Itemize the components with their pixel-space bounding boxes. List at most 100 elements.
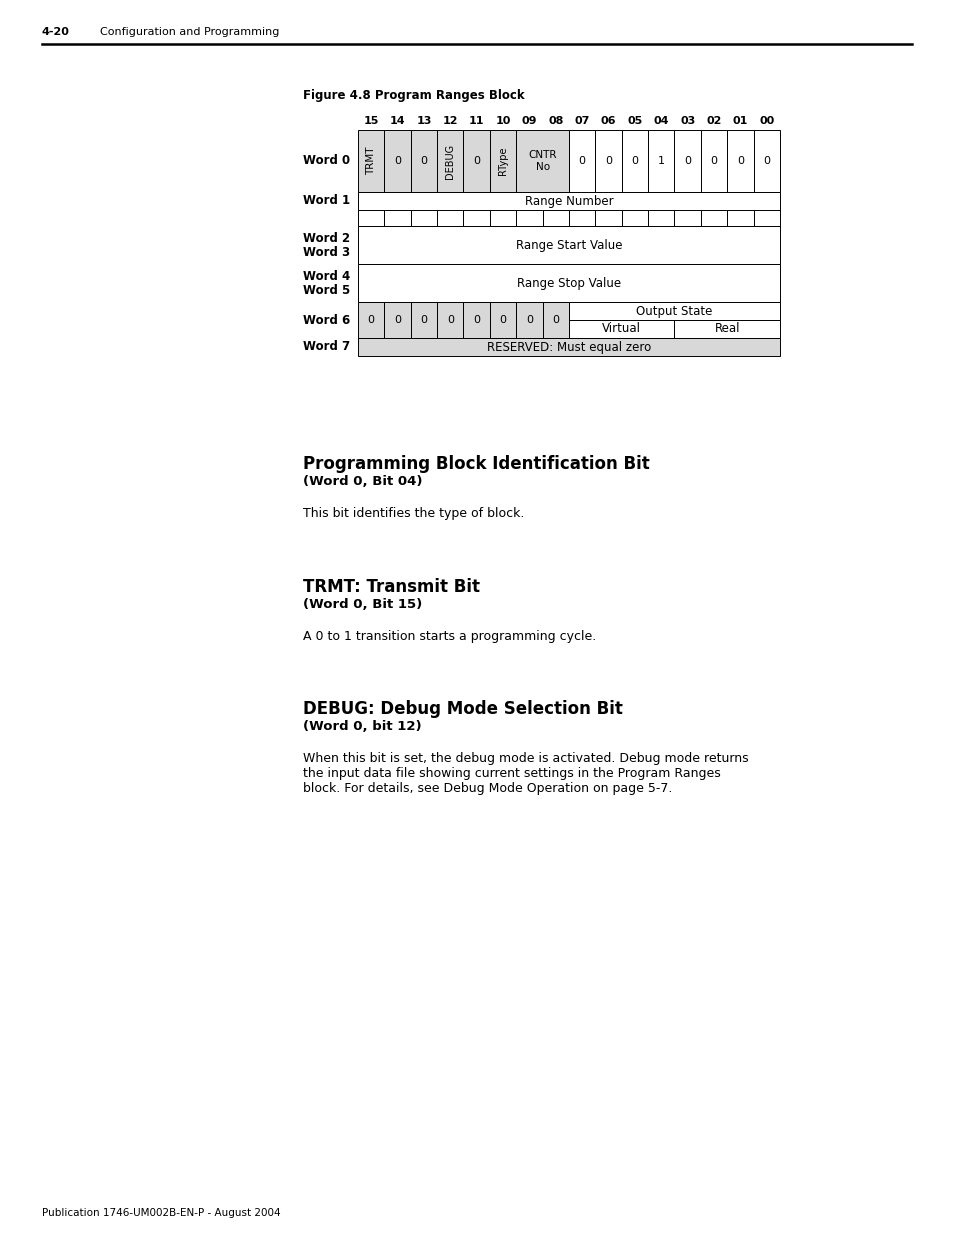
Text: 13: 13 xyxy=(416,116,431,126)
Bar xyxy=(674,210,700,226)
Text: 07: 07 xyxy=(574,116,589,126)
Bar xyxy=(700,210,726,226)
Bar xyxy=(436,303,463,338)
Text: Real: Real xyxy=(714,322,740,336)
Text: 0: 0 xyxy=(525,315,533,325)
Bar xyxy=(489,210,516,226)
Text: Output State: Output State xyxy=(636,305,712,317)
Text: Publication 1746-UM002B-EN-P - August 2004: Publication 1746-UM002B-EN-P - August 20… xyxy=(42,1208,280,1218)
Text: 0: 0 xyxy=(420,156,427,165)
Bar xyxy=(647,130,674,191)
Text: When this bit is set, the debug mode is activated. Debug mode returns
the input : When this bit is set, the debug mode is … xyxy=(303,752,748,795)
Bar xyxy=(674,130,700,191)
Text: This bit identifies the type of block.: This bit identifies the type of block. xyxy=(303,508,524,520)
Bar xyxy=(726,130,753,191)
Bar xyxy=(674,320,780,338)
Bar xyxy=(384,303,411,338)
Text: (Word 0, Bit 04): (Word 0, Bit 04) xyxy=(303,475,422,488)
Text: 11: 11 xyxy=(469,116,484,126)
Text: Word 5: Word 5 xyxy=(303,284,350,296)
Text: 09: 09 xyxy=(521,116,537,126)
Bar xyxy=(357,264,780,303)
Text: Word 1: Word 1 xyxy=(303,194,350,207)
Text: 00: 00 xyxy=(759,116,774,126)
Text: Range Stop Value: Range Stop Value xyxy=(517,277,620,289)
Text: 0: 0 xyxy=(394,315,400,325)
Bar xyxy=(621,210,647,226)
Text: 0: 0 xyxy=(683,156,691,165)
Text: 0: 0 xyxy=(499,315,506,325)
Text: DEBUG: Debug Mode Selection Bit: DEBUG: Debug Mode Selection Bit xyxy=(303,700,622,718)
Bar xyxy=(357,130,384,191)
Bar xyxy=(595,210,621,226)
Text: A 0 to 1 transition starts a programming cycle.: A 0 to 1 transition starts a programming… xyxy=(303,630,596,643)
Text: TRMT: TRMT xyxy=(366,147,375,175)
Text: (Word 0, bit 12): (Word 0, bit 12) xyxy=(303,720,421,734)
Bar xyxy=(357,191,780,210)
Text: 14: 14 xyxy=(390,116,405,126)
Bar xyxy=(542,210,568,226)
Bar xyxy=(463,210,489,226)
Bar xyxy=(700,130,726,191)
Text: DEBUG: DEBUG xyxy=(445,143,455,179)
Text: 4-20: 4-20 xyxy=(42,27,70,37)
Text: Programming Block Identification Bit: Programming Block Identification Bit xyxy=(303,454,649,473)
Text: RType: RType xyxy=(497,147,508,175)
Bar xyxy=(753,130,780,191)
Text: Configuration and Programming: Configuration and Programming xyxy=(100,27,279,37)
Bar xyxy=(489,303,516,338)
Bar xyxy=(489,130,516,191)
Text: (Word 0, Bit 15): (Word 0, Bit 15) xyxy=(303,598,422,611)
Bar xyxy=(384,210,411,226)
Text: 03: 03 xyxy=(679,116,695,126)
Bar xyxy=(436,130,463,191)
Text: 0: 0 xyxy=(604,156,612,165)
Text: 0: 0 xyxy=(578,156,585,165)
Text: 0: 0 xyxy=(736,156,743,165)
Text: Figure 4.8 Program Ranges Block: Figure 4.8 Program Ranges Block xyxy=(303,89,524,101)
Bar xyxy=(516,210,542,226)
Bar xyxy=(753,210,780,226)
Text: 0: 0 xyxy=(473,315,479,325)
Bar xyxy=(516,303,542,338)
Bar xyxy=(384,130,411,191)
Bar xyxy=(726,210,753,226)
Text: 0: 0 xyxy=(394,156,400,165)
Text: Virtual: Virtual xyxy=(601,322,640,336)
Text: 0: 0 xyxy=(762,156,769,165)
Bar xyxy=(516,130,568,191)
Text: Range Start Value: Range Start Value xyxy=(516,238,621,252)
Text: RESERVED: Must equal zero: RESERVED: Must equal zero xyxy=(486,341,651,353)
Bar xyxy=(357,303,384,338)
Text: 0: 0 xyxy=(710,156,717,165)
Bar xyxy=(568,320,674,338)
Text: Word 2: Word 2 xyxy=(303,231,350,245)
Bar xyxy=(621,130,647,191)
Text: 01: 01 xyxy=(732,116,747,126)
Bar xyxy=(411,210,436,226)
Text: 0: 0 xyxy=(473,156,479,165)
Bar xyxy=(595,130,621,191)
Bar xyxy=(411,303,436,338)
Bar xyxy=(411,130,436,191)
Text: 0: 0 xyxy=(631,156,638,165)
Bar xyxy=(542,303,568,338)
Bar xyxy=(568,130,595,191)
Text: Word 4: Word 4 xyxy=(303,269,350,283)
Text: TRMT: Transmit Bit: TRMT: Transmit Bit xyxy=(303,578,479,597)
Text: 12: 12 xyxy=(442,116,457,126)
Text: Word 0: Word 0 xyxy=(303,154,350,168)
Text: 06: 06 xyxy=(600,116,616,126)
Text: 05: 05 xyxy=(627,116,642,126)
Text: Word 3: Word 3 xyxy=(303,246,350,258)
Bar xyxy=(568,303,780,320)
Text: 0: 0 xyxy=(367,315,375,325)
Bar xyxy=(357,338,780,356)
Text: 0: 0 xyxy=(446,315,454,325)
Text: 1: 1 xyxy=(658,156,664,165)
Text: 0: 0 xyxy=(552,315,558,325)
Text: 0: 0 xyxy=(420,315,427,325)
Text: CNTR
No: CNTR No xyxy=(528,151,557,172)
Bar xyxy=(463,303,489,338)
Text: Word 7: Word 7 xyxy=(303,341,350,353)
